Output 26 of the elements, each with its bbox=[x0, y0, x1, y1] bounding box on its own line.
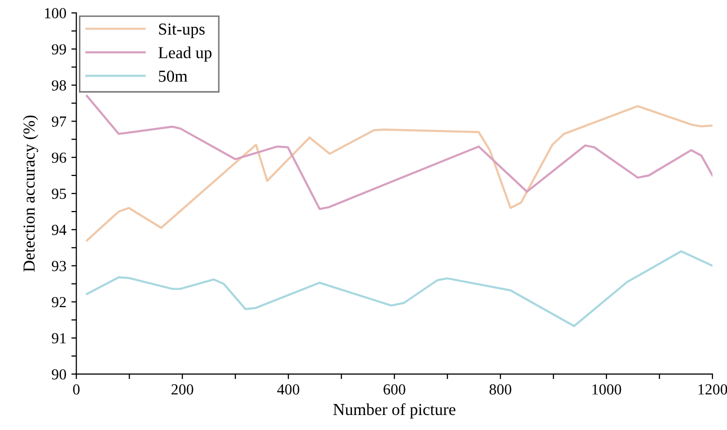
x-tick-label: 1200 bbox=[698, 384, 727, 395]
y-tick-label: 100 bbox=[45, 8, 66, 18]
x-tick-label: 1000 bbox=[592, 384, 622, 395]
legend-label: Sit-ups bbox=[159, 24, 205, 38]
y-tick-label: 96 bbox=[52, 152, 66, 163]
y-tick-label: 98 bbox=[52, 80, 66, 91]
y-tick-label: 90 bbox=[52, 369, 66, 380]
y-tick-label: 93 bbox=[52, 260, 66, 272]
y-axis-title: Detection accuracy (%) bbox=[22, 116, 38, 272]
x-tick-label: 0 bbox=[73, 384, 80, 395]
line-series bbox=[86, 94, 712, 210]
x-axis-title: Number of picture bbox=[333, 403, 456, 419]
y-tick-label: 94 bbox=[52, 224, 66, 236]
x-tick-label: 600 bbox=[384, 384, 406, 395]
legend-label: 50m bbox=[158, 70, 188, 82]
line-series bbox=[86, 250, 712, 328]
line-series bbox=[86, 105, 712, 242]
y-tick-label: 91 bbox=[52, 333, 66, 344]
legend-label: Lead up bbox=[158, 46, 212, 62]
x-tick-label: 200 bbox=[172, 384, 194, 395]
y-tick-label: 95 bbox=[52, 188, 66, 199]
x-tick-label: 800 bbox=[490, 384, 512, 395]
y-tick-label: 99 bbox=[52, 44, 66, 54]
x-tick-label: 400 bbox=[277, 384, 300, 395]
y-tick-label: 92 bbox=[52, 297, 66, 308]
y-tick-label: 97 bbox=[52, 116, 66, 127]
